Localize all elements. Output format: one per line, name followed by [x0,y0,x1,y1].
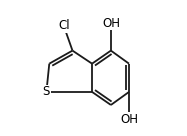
Text: S: S [43,85,50,98]
Text: Cl: Cl [58,19,70,33]
Text: OH: OH [102,17,120,30]
Text: OH: OH [120,113,138,126]
